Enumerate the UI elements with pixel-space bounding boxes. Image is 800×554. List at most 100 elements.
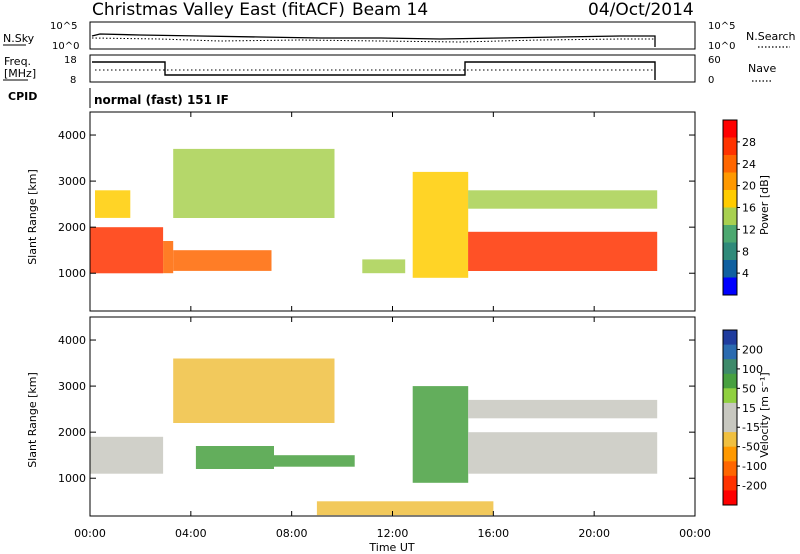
colorbar-frame [722,329,738,506]
cpid-value: normal (fast) 151 IF [94,93,229,107]
nsearch-tick-top: 10^5 [708,21,735,32]
y-tick-label: 4000 [58,334,86,347]
colorbar-tick-label: 20 [742,180,756,193]
power-colorbar-label: Power [dB] [758,175,771,235]
colorbar-segment [723,242,737,261]
colorbar-segment [723,344,737,360]
colorbar-segment [723,475,737,491]
power-axes: 1000 2000 3000 4000 [58,112,696,311]
velocity-data-layer [90,358,658,516]
colorbar-segment [723,373,737,389]
colorbar-tick-label: 50 [742,382,756,395]
nsearch-tick-bottom: 10^0 [708,41,735,52]
velocity-band-2 [195,446,274,469]
colorbar-segment [723,417,737,433]
power-band-6 [412,171,469,278]
y-tick-label: 2000 [58,426,86,439]
nsky-tick-top: 10^5 [50,21,77,32]
colorbar-segment [723,461,737,477]
colorbar-tick-label: -200 [742,480,767,493]
velocity-band-1 [173,358,335,423]
y-tick-label: 1000 [58,267,86,280]
nsearch-label: N.Search [746,30,796,43]
y-tick-label: 3000 [58,175,86,188]
plot-title: Christmas Valley East (fitACF) [92,0,345,20]
freq-tick-bottom: 8 [70,75,76,86]
time-tick-label: 00:00 [679,527,711,540]
time-tick-label: 00:00 [74,527,106,540]
colorbar-segment [723,120,737,138]
beam-label: Beam 14 [352,0,428,20]
nave-tick-top: 60 [708,55,721,66]
cpid-label: CPID [8,90,37,103]
time-tick-label: 08:00 [276,527,308,540]
power-band-1 [95,190,131,218]
freq-label-line1: Freq. [4,55,31,68]
nave-label: Nave [748,62,776,75]
colorbar-segment [723,402,737,418]
velocity-band-0 [90,436,164,474]
colorbar-tick-label: 16 [742,202,756,215]
colorbar-tick-label: 28 [742,136,756,149]
time-tick-label: 12:00 [377,527,409,540]
colorbar-segment [723,172,737,191]
velocity-band-4 [412,386,469,483]
velocity-band-5 [468,432,658,474]
nave-tick-bottom: 0 [708,75,714,86]
y-tick-label: 3000 [58,380,86,393]
colorbar-tick-label: 24 [742,158,756,171]
colorbar-segment [723,359,737,375]
nsky-panel-frame [89,21,696,50]
y-tick-label: 1000 [58,472,86,485]
colorbar-segment [723,225,737,243]
velocity-band-6 [468,399,658,419]
colorbar-segment [723,260,737,278]
colorbar-segment [723,432,737,448]
nsky-trace [91,33,656,47]
power-y-axis-label: Slant Range [km] [26,169,39,265]
colorbar-tick-label: 12 [742,223,756,236]
nsearch-trace [91,37,655,43]
power-band-2 [163,241,174,274]
power-band-4 [173,148,335,218]
time-tick-label: 20:00 [578,527,610,540]
colorbar-tick-label: 200 [742,343,763,356]
time-axis-label: Time UT [368,541,414,554]
nsky-label: N.Sky [3,32,35,45]
velocity-axes: 1000 2000 3000 4000 [58,317,696,516]
power-band-3 [173,250,272,271]
y-tick-label: 2000 [58,221,86,234]
colorbar-segment [723,155,737,173]
colorbar-segment [723,190,737,208]
velocity-colorbar: 200 100 50 15 -15 -50 -100 -200 [722,329,767,506]
colorbar-segment [723,446,737,462]
time-axis-ticks: 00:00 04:00 08:00 12:00 16:00 20:00 00:00 [74,527,711,540]
colorbar-segment [723,388,737,404]
colorbar-segment [723,207,737,226]
date-label: 04/Oct/2014 [588,0,694,20]
power-data-layer [90,148,658,278]
freq-panel-frame [89,54,696,83]
y-tick-label: 4000 [58,129,86,142]
colorbar-segment [723,330,737,346]
power-band-7 [468,231,658,271]
colorbar-tick-label: -100 [742,460,767,473]
freq-label-line2: [MHz] [4,67,36,80]
colorbar-tick-label: 4 [742,267,749,280]
velocity-colorbar-label: Velocity [m s⁻¹] [758,372,771,457]
colorbar-tick-label: 15 [742,402,756,415]
nsky-tick-bottom: 10^0 [52,41,79,52]
power-band-5 [362,259,406,274]
colorbar-segment [723,137,737,156]
colorbar-tick-label: 100 [742,363,763,376]
colorbar-tick-label: 8 [742,245,749,258]
velocity-band-3 [274,455,355,467]
colorbar-tick-label: -15 [742,421,760,434]
power-colorbar: 28 24 20 16 12 8 4 [722,119,756,296]
power-band-8 [468,190,658,209]
velocity-y-axis-label: Slant Range [km] [26,372,39,468]
freq-trace [92,61,656,80]
power-band-0 [90,227,164,274]
